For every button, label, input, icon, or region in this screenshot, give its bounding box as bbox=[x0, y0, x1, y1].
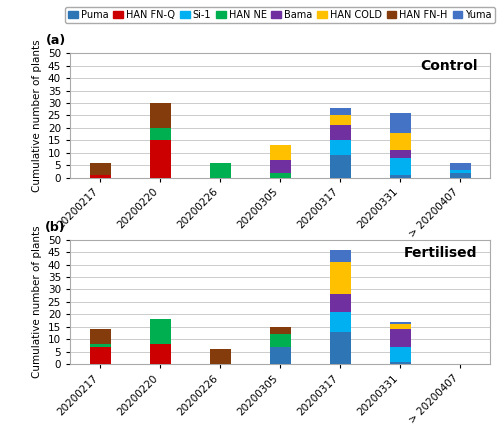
Bar bbox=[390, 150, 410, 158]
Bar bbox=[210, 349, 231, 364]
Bar bbox=[150, 140, 171, 178]
Bar bbox=[270, 145, 290, 160]
Bar bbox=[390, 347, 410, 361]
Bar bbox=[450, 173, 470, 178]
Bar bbox=[150, 319, 171, 344]
Bar bbox=[390, 322, 410, 324]
Bar bbox=[330, 312, 350, 332]
Bar bbox=[90, 175, 110, 178]
Bar bbox=[330, 262, 350, 294]
Y-axis label: Cumulative number of plants: Cumulative number of plants bbox=[32, 226, 42, 378]
Bar bbox=[270, 334, 290, 347]
Bar bbox=[270, 327, 290, 334]
Bar bbox=[90, 347, 110, 364]
Bar bbox=[330, 294, 350, 312]
Bar bbox=[390, 133, 410, 150]
Text: Fertilised: Fertilised bbox=[404, 246, 477, 260]
Bar bbox=[390, 329, 410, 347]
Bar bbox=[150, 344, 171, 364]
Bar bbox=[330, 332, 350, 364]
Bar bbox=[330, 155, 350, 178]
Bar bbox=[450, 170, 470, 173]
Bar bbox=[150, 128, 171, 140]
Bar bbox=[270, 160, 290, 173]
Bar bbox=[270, 347, 290, 364]
Bar bbox=[330, 250, 350, 262]
Legend: Puma, HAN FN-Q, Si-1, HAN NE, Bama, HAN COLD, HAN FN-H, Yuma: Puma, HAN FN-Q, Si-1, HAN NE, Bama, HAN … bbox=[66, 7, 494, 23]
Bar bbox=[150, 103, 171, 128]
Bar bbox=[330, 140, 350, 155]
Bar bbox=[90, 163, 110, 175]
Bar bbox=[330, 115, 350, 125]
Bar bbox=[390, 113, 410, 133]
Bar bbox=[90, 344, 110, 347]
Bar bbox=[330, 125, 350, 140]
Bar bbox=[210, 163, 231, 178]
Bar bbox=[330, 108, 350, 115]
Y-axis label: Cumulative number of plants: Cumulative number of plants bbox=[32, 39, 42, 192]
Text: (a): (a) bbox=[46, 34, 66, 47]
Text: (b): (b) bbox=[45, 221, 66, 234]
Bar bbox=[90, 329, 110, 344]
Bar bbox=[390, 361, 410, 364]
Bar bbox=[270, 173, 290, 178]
Bar bbox=[390, 324, 410, 329]
Text: Control: Control bbox=[420, 59, 478, 74]
Bar bbox=[450, 163, 470, 170]
Bar bbox=[390, 175, 410, 178]
Bar bbox=[390, 158, 410, 175]
